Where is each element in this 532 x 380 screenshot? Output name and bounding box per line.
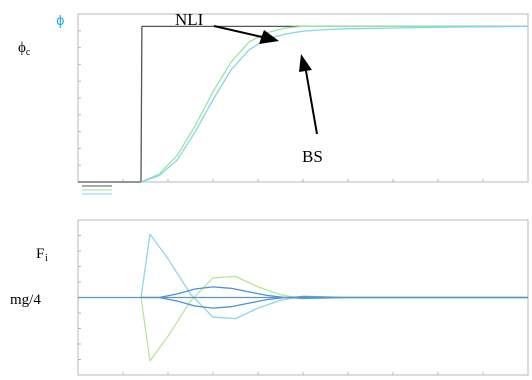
mg4-label: mg/4: [10, 292, 41, 308]
bottom-series: [78, 233, 528, 362]
fi-label: F: [36, 246, 44, 262]
nli-label: NLI: [175, 10, 204, 29]
phi-corner-mark: ϕ: [56, 14, 65, 29]
nli-arrow: [213, 25, 279, 44]
top-series-line-2: [140, 25, 528, 183]
top-series-line-3: [140, 25, 529, 183]
top-legend: [82, 185, 112, 195]
bs-label: BS: [302, 147, 323, 166]
bs-arrow: [299, 54, 318, 135]
phi-c-label: ϕc: [18, 40, 31, 58]
fi-sub-label: i: [45, 253, 48, 264]
